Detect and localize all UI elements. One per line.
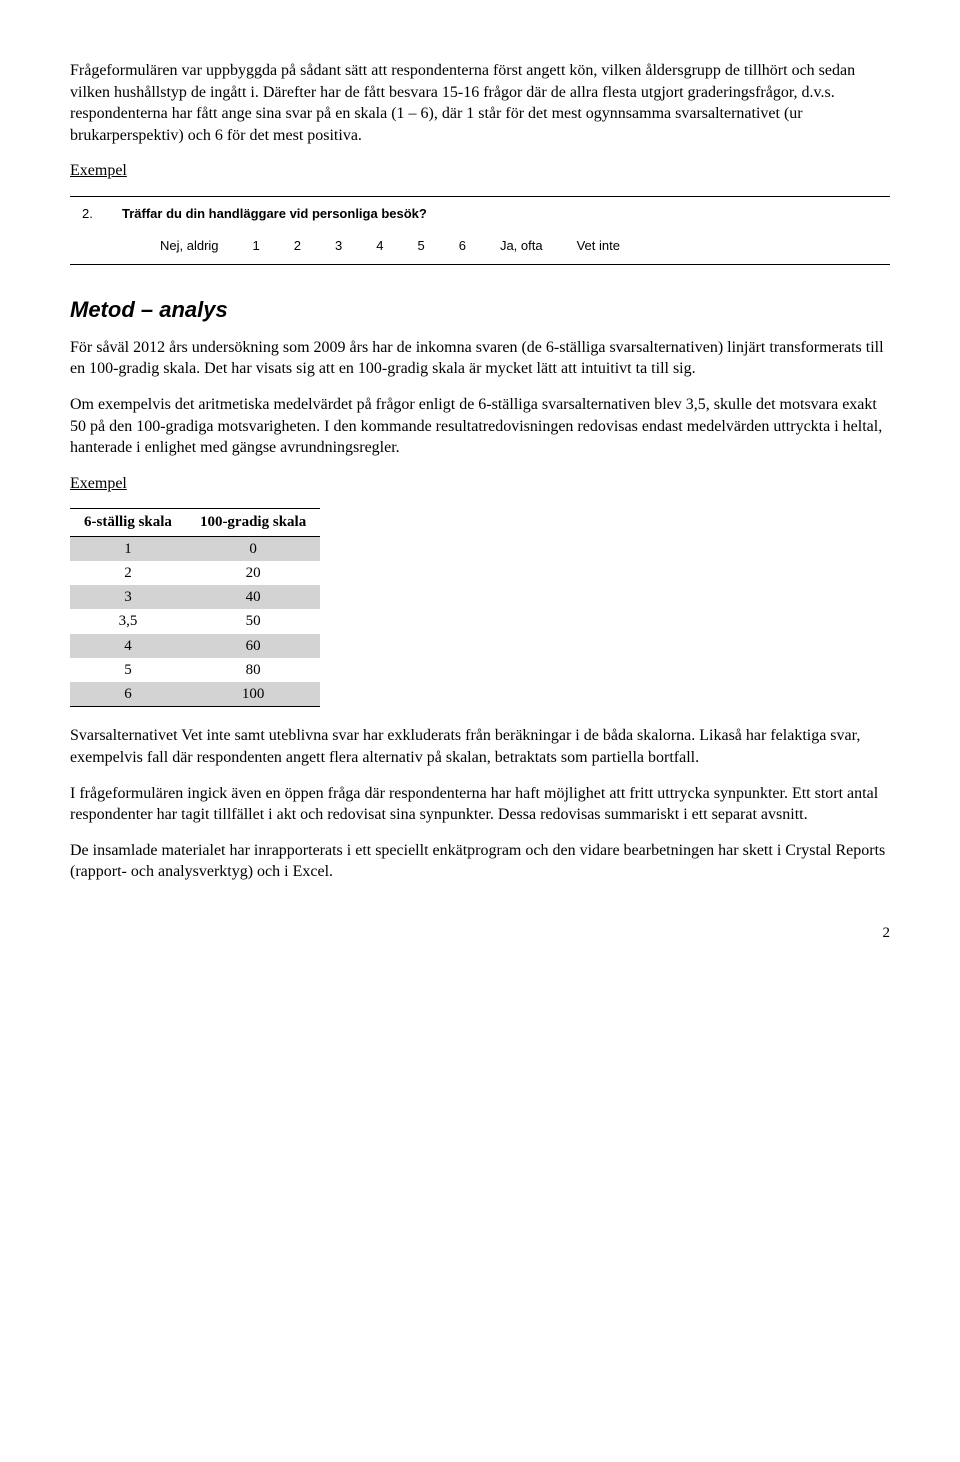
option-2: 2 <box>294 237 301 255</box>
paragraph-openquestion: I frågeformulären ingick även en öppen f… <box>70 783 890 826</box>
table-cell: 3 <box>70 585 186 609</box>
option-4: 4 <box>376 237 383 255</box>
question-text: Träffar du din handläggare vid personlig… <box>122 205 427 223</box>
table-cell: 50 <box>186 609 320 633</box>
table-cell: 1 <box>70 536 186 561</box>
page-number: 2 <box>70 923 890 943</box>
example-label-1: Exempel <box>70 160 890 182</box>
table-cell: 0 <box>186 536 320 561</box>
table-row: 3,5 50 <box>70 609 320 633</box>
table-cell: 5 <box>70 658 186 682</box>
table-row: 4 60 <box>70 634 320 658</box>
table-header-100scale: 100-gradig skala <box>186 509 320 536</box>
scale-conversion-table: 6-ställig skala 100-gradig skala 1 0 2 2… <box>70 508 320 707</box>
table-cell: 2 <box>70 561 186 585</box>
table-cell: 60 <box>186 634 320 658</box>
table-cell: 80 <box>186 658 320 682</box>
paragraph-method-1: För såväl 2012 års undersökning som 2009… <box>70 337 890 380</box>
paragraph-exclusion: Svarsalternativet Vet inte samt uteblivn… <box>70 725 890 768</box>
example-label-2: Exempel <box>70 473 890 495</box>
paragraph-method-2: Om exempelvis det aritmetiska medelvärde… <box>70 394 890 459</box>
table-row: 1 0 <box>70 536 320 561</box>
table-cell: 100 <box>186 682 320 707</box>
question-number: 2. <box>70 205 122 223</box>
table-cell: 4 <box>70 634 186 658</box>
option-1: 1 <box>253 237 260 255</box>
table-row: 5 80 <box>70 658 320 682</box>
table-header-6scale: 6-ställig skala <box>70 509 186 536</box>
section-heading-method: Metod – analys <box>70 295 890 325</box>
paragraph-processing: De insamlade materialet har inrapportera… <box>70 840 890 883</box>
table-cell: 20 <box>186 561 320 585</box>
option-often: Ja, ofta <box>500 237 543 255</box>
paragraph-intro: Frågeformulären var uppbyggda på sådant … <box>70 60 890 146</box>
survey-question-figure: 2. Träffar du din handläggare vid person… <box>70 196 890 265</box>
table-row: 2 20 <box>70 561 320 585</box>
table-cell: 40 <box>186 585 320 609</box>
option-6: 6 <box>459 237 466 255</box>
option-3: 3 <box>335 237 342 255</box>
option-dontknow: Vet inte <box>577 237 620 255</box>
option-never: Nej, aldrig <box>160 237 219 255</box>
table-cell: 3,5 <box>70 609 186 633</box>
table-cell: 6 <box>70 682 186 707</box>
table-row: 6 100 <box>70 682 320 707</box>
table-row: 3 40 <box>70 585 320 609</box>
option-5: 5 <box>417 237 424 255</box>
